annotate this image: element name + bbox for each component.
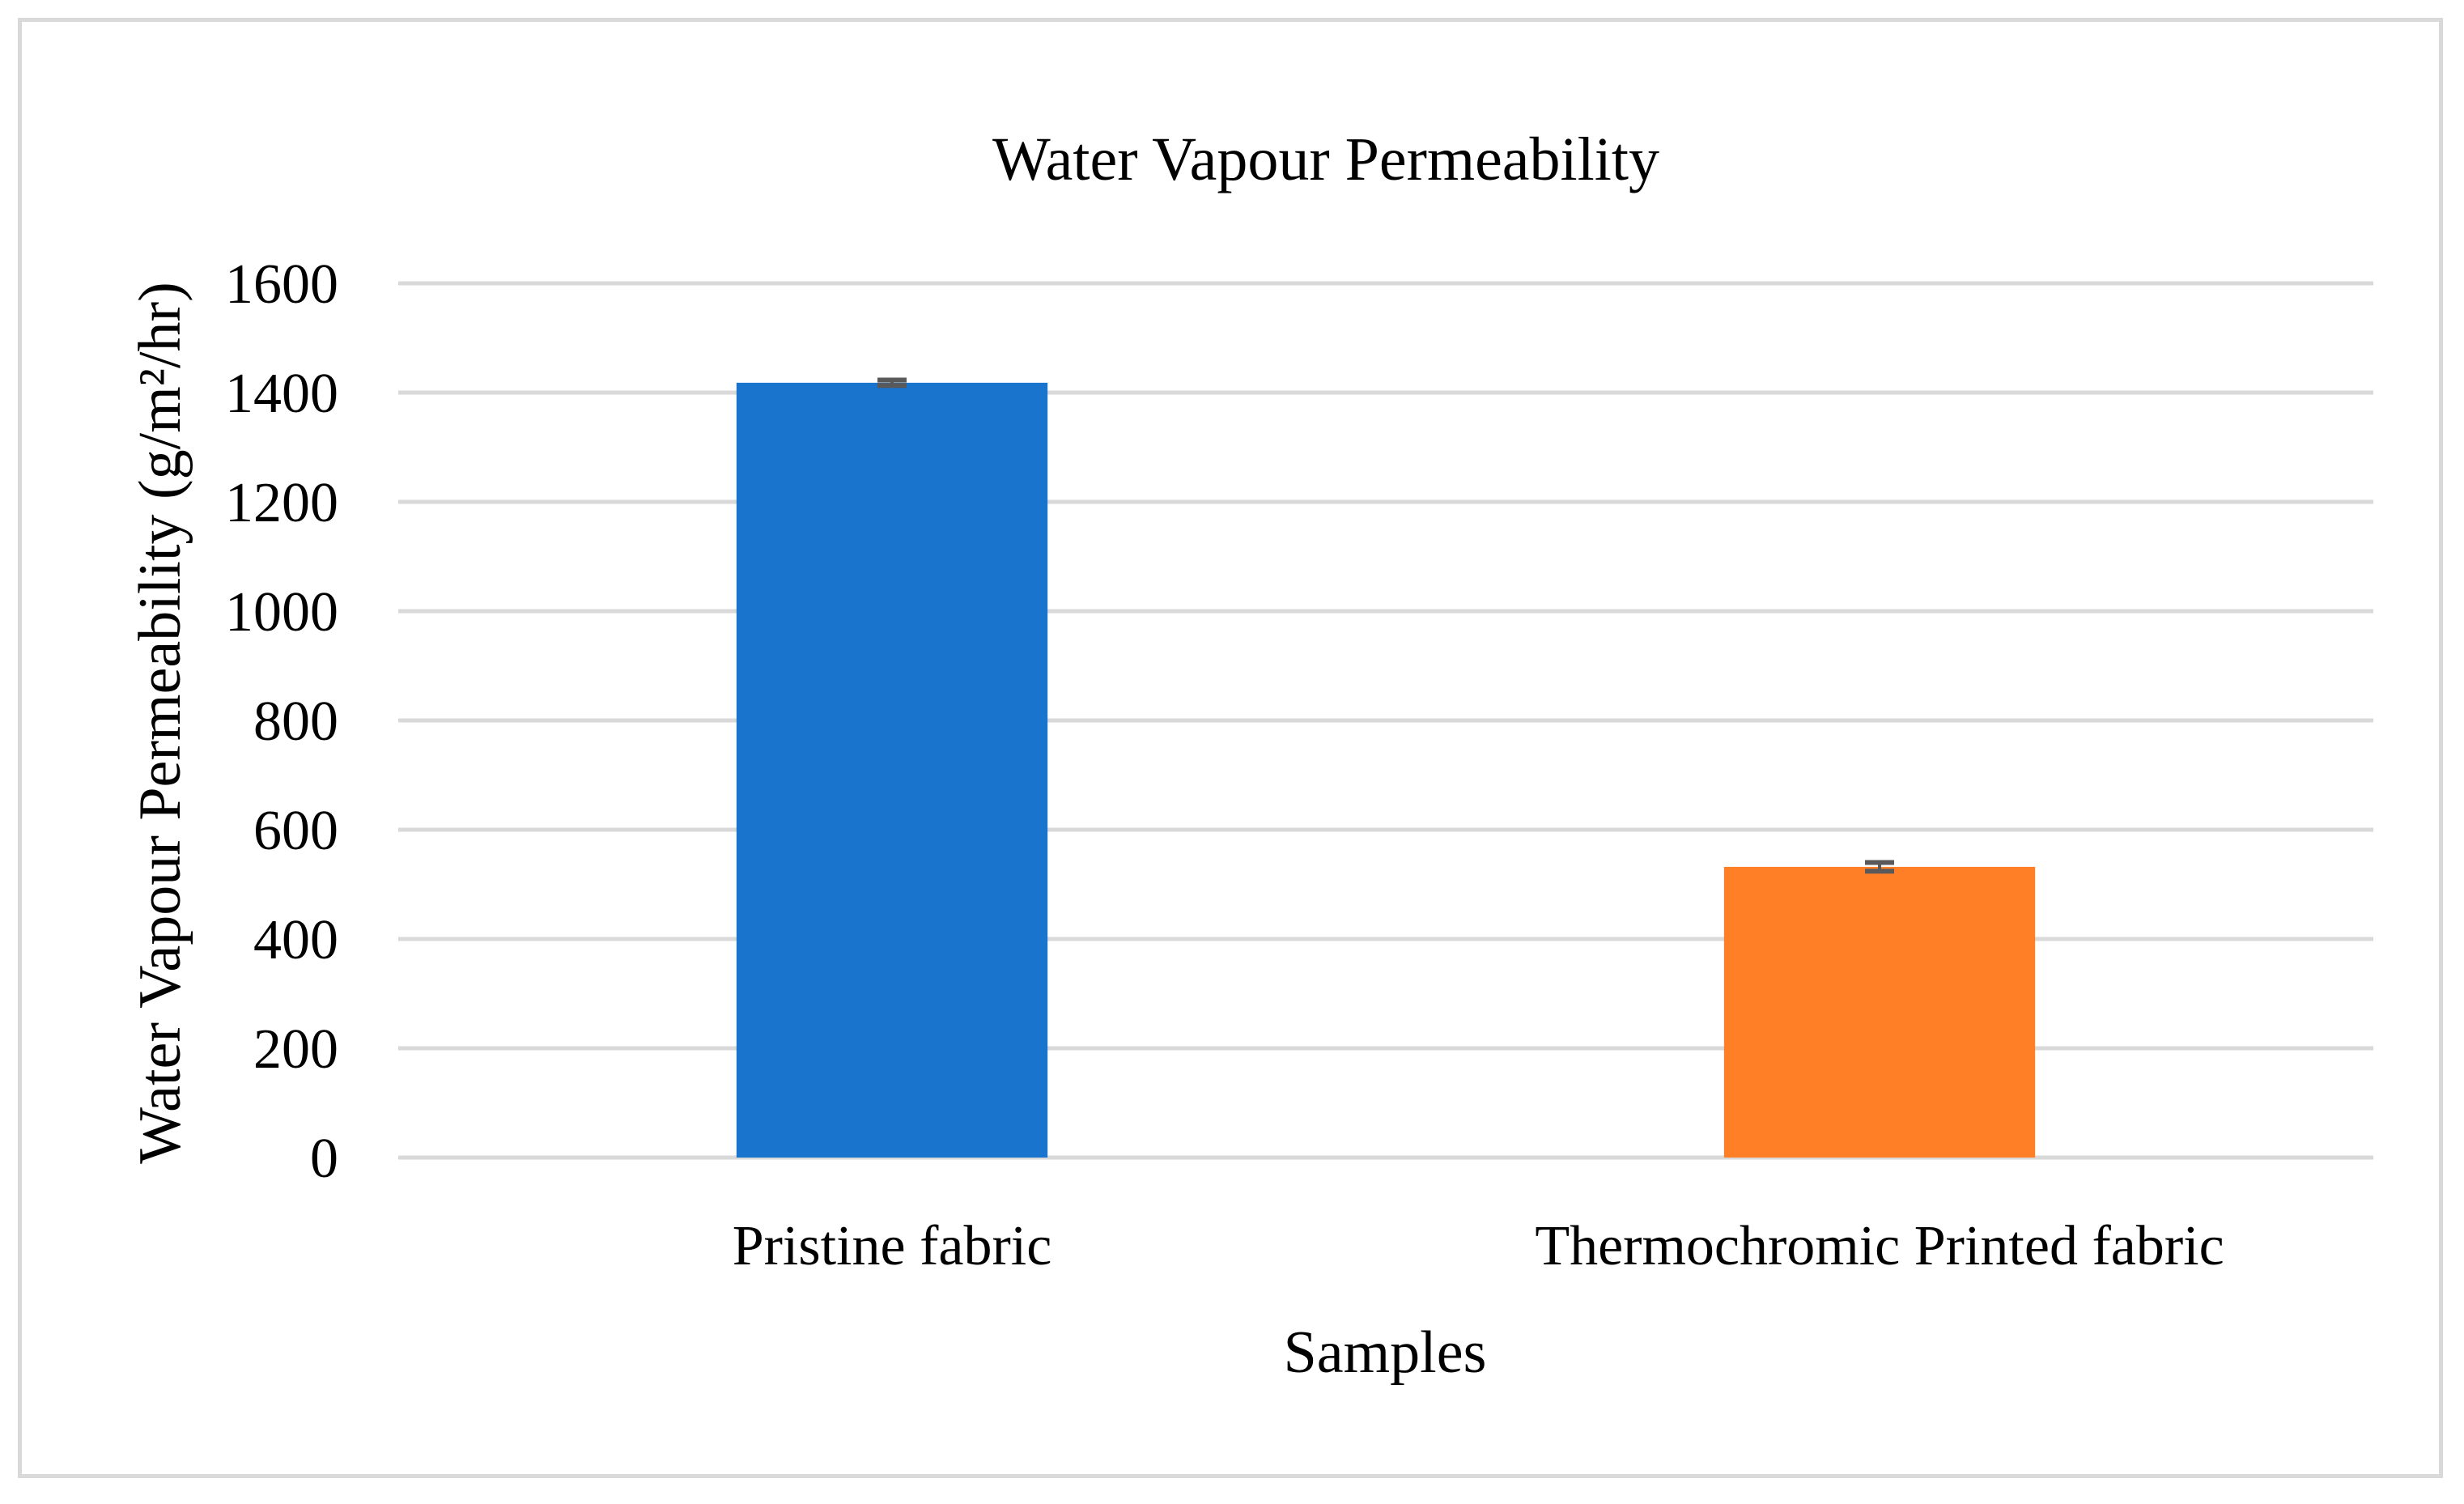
chart-frame bbox=[18, 18, 2443, 1478]
y-tick-label: 1400 bbox=[225, 363, 338, 425]
y-axis-label: Water Vapour Permeability (g/m²/hr) bbox=[127, 282, 193, 1164]
y-tick-labels: 0 200 400 600 800 1000 1200 1400 1600 bbox=[225, 253, 338, 1190]
x-tick-label: Pristine fabric bbox=[733, 1215, 1052, 1277]
y-tick-label: 200 bbox=[253, 1018, 338, 1081]
x-tick-label: Thermochromic Printed fabric bbox=[1535, 1215, 2224, 1277]
y-tick-label: 1600 bbox=[225, 253, 338, 316]
y-tick-label: 800 bbox=[253, 690, 338, 753]
x-axis-label: Samples bbox=[1284, 1319, 1487, 1386]
x-tick-labels: Pristine fabric Thermochromic Printed fab… bbox=[733, 1215, 2224, 1277]
gridlines bbox=[398, 281, 2373, 1160]
y-tick-label: 1200 bbox=[225, 472, 338, 534]
y-tick-label: 0 bbox=[310, 1128, 338, 1190]
y-tick-label: 400 bbox=[253, 909, 338, 971]
y-tick-label: 600 bbox=[253, 800, 338, 862]
bar bbox=[1723, 866, 2036, 1158]
bars bbox=[736, 377, 2036, 1158]
y-tick-label: 1000 bbox=[225, 581, 338, 644]
chart-title: Water Vapour Permeability bbox=[992, 125, 1659, 193]
bar bbox=[736, 382, 1048, 1158]
